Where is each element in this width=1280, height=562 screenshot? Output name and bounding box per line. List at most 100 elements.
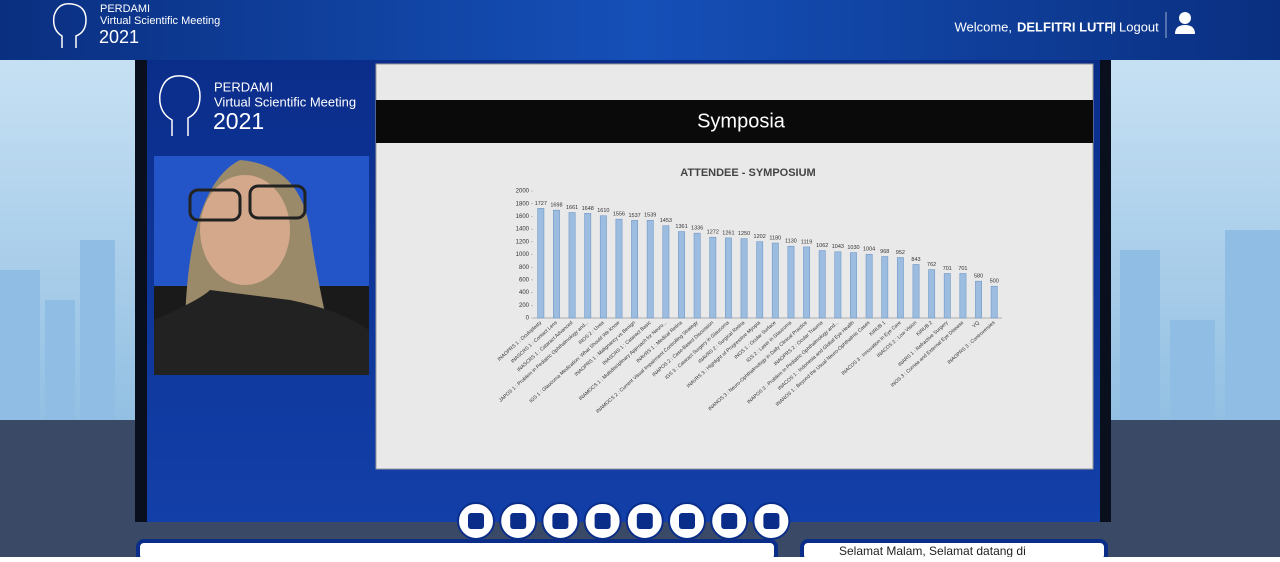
logout[interactable]: Logout	[1119, 19, 1159, 34]
toolbar	[457, 502, 791, 540]
bar	[865, 253, 873, 319]
stage-edge	[1100, 60, 1111, 522]
y-tick-label: 600	[519, 277, 530, 283]
chat-message: Selamat Malam, Selamat datang di	[839, 544, 1026, 557]
data-label: 1698	[550, 203, 562, 209]
button-icon	[721, 513, 738, 529]
bar	[584, 213, 592, 319]
attendee-button[interactable]	[710, 502, 749, 540]
bar	[693, 232, 701, 319]
data-label: 1250	[738, 231, 750, 237]
data-label: 1727	[535, 201, 547, 207]
slide-year: 2021	[213, 108, 264, 134]
separator: |	[1110, 19, 1113, 34]
stage-edge	[135, 60, 147, 522]
bar	[662, 225, 670, 319]
data-label: 1030	[847, 245, 859, 251]
header-logo	[52, 3, 87, 48]
bar	[599, 215, 607, 319]
bar	[975, 280, 982, 319]
bar	[756, 241, 764, 319]
data-label: 1361	[675, 224, 687, 230]
bar	[896, 257, 904, 319]
y-tick-label: 0	[526, 316, 530, 322]
data-label: 1272	[707, 230, 719, 236]
data-label: 1610	[597, 208, 609, 214]
city-left	[0, 240, 115, 420]
y-tick-label: 1000	[516, 252, 530, 258]
home-button[interactable]	[457, 502, 495, 540]
button-icon	[594, 513, 611, 529]
booklet-button[interactable]	[583, 502, 622, 540]
speaker-face	[200, 175, 290, 285]
data-label: 500	[990, 279, 999, 285]
bar	[928, 269, 936, 319]
data-label: 952	[896, 250, 905, 256]
support-button[interactable]	[668, 502, 706, 540]
notes-button[interactable]	[541, 502, 580, 540]
bar	[678, 231, 685, 319]
data-label: 1119	[801, 239, 812, 245]
bar	[881, 256, 889, 319]
bar	[709, 236, 717, 319]
left-panel	[136, 539, 778, 562]
y-tick-label: 1800	[516, 201, 530, 207]
speaker-body	[154, 290, 369, 375]
y-tick-label: 200	[519, 303, 530, 309]
bar	[803, 246, 811, 319]
data-label: 1043	[832, 244, 844, 250]
bar	[631, 220, 639, 319]
bar	[912, 264, 920, 319]
bar	[943, 273, 951, 319]
data-label: 1556	[613, 212, 625, 218]
video-button[interactable]	[752, 502, 791, 540]
data-label: 1004	[863, 247, 875, 253]
slide-brand: PERDAMI	[214, 79, 273, 94]
data-label: 1336	[691, 226, 703, 232]
profile-icon[interactable]	[1175, 12, 1195, 34]
bar	[615, 218, 623, 319]
data-label: 1180	[769, 236, 781, 242]
user-name: DELFITRI LUTFI	[1017, 19, 1116, 34]
bar	[850, 252, 857, 319]
slides-button[interactable]	[625, 502, 664, 540]
apps-button[interactable]	[499, 502, 538, 540]
y-tick-label: 1600	[516, 214, 530, 220]
y-tick-label: 1200	[516, 239, 530, 245]
bar	[834, 251, 842, 319]
welcome: Welcome,	[954, 19, 1012, 34]
slide-heading: Symposia	[697, 110, 786, 132]
data-label: 968	[880, 249, 889, 255]
y-tick-label: 1400	[516, 227, 530, 233]
data-label: 1661	[566, 205, 578, 211]
y-tick-label: 400	[519, 290, 530, 296]
bar	[818, 250, 826, 319]
header	[0, 0, 1280, 60]
data-label: 843	[911, 257, 920, 263]
data-label: 1539	[644, 213, 656, 219]
bar	[553, 209, 560, 319]
data-label: 762	[927, 262, 936, 268]
bar	[990, 285, 998, 319]
button-icon	[510, 513, 527, 529]
slide-heading-bar	[376, 100, 1093, 143]
bar	[787, 245, 795, 319]
bar	[740, 238, 748, 319]
data-label: 701	[943, 266, 952, 272]
data-label: 1648	[582, 206, 594, 212]
button-icon	[552, 513, 569, 529]
brand-subtitle: Virtual Scientific Meeting	[100, 15, 220, 27]
x-tick-label: VQ	[971, 320, 980, 329]
chart-title: ATTENDEE - SYMPOSIUM	[680, 167, 815, 179]
data-label: 1453	[660, 218, 672, 224]
bar	[771, 242, 779, 319]
button-icon	[636, 513, 653, 529]
bar	[537, 208, 545, 319]
data-label: 701	[958, 266, 967, 272]
data-label: 580	[974, 274, 983, 280]
data-label: 1261	[722, 230, 734, 236]
brand: PERDAMI	[100, 3, 150, 15]
bar	[724, 237, 732, 319]
brand-year: 2021	[99, 27, 139, 47]
